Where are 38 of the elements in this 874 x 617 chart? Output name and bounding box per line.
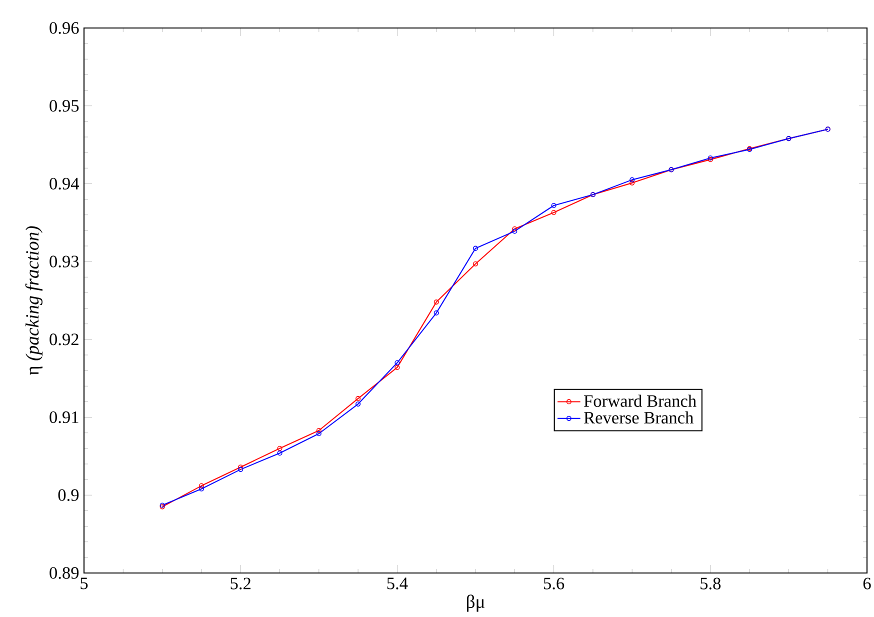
x-tick-label: 5.4: [387, 578, 408, 590]
point: [434, 300, 439, 305]
y-tick-label: 0.89: [50, 567, 79, 579]
x-tick-label: 5.8: [700, 578, 721, 590]
point: [198, 486, 204, 492]
point: [551, 210, 556, 216]
y-tick-label: 0.9: [58, 489, 79, 502]
point: [512, 228, 518, 234]
point: [551, 202, 556, 208]
x-axis-title: βμ: [466, 594, 484, 612]
y-axis-title: η (packing fraction): [25, 226, 42, 376]
point: [277, 450, 282, 456]
x-tick-label: 5: [80, 578, 88, 590]
y-tick-label: 0.94: [50, 178, 80, 190]
point: [198, 483, 204, 488]
point: [512, 226, 518, 232]
point: [472, 246, 478, 251]
y-tick-label: 0.92: [50, 334, 78, 346]
y-tick-label: 0.96: [50, 22, 79, 34]
point: [434, 310, 439, 316]
y-tick-label: 0.93: [50, 256, 79, 268]
point: [630, 177, 635, 182]
point: [356, 396, 361, 402]
point: [394, 360, 400, 366]
point: [316, 431, 322, 436]
y-tick-label: 0.95: [50, 100, 79, 112]
point: [356, 402, 361, 407]
legend-label: Reverse Branch: [584, 411, 694, 424]
point: [630, 180, 635, 186]
point: [472, 261, 478, 266]
point: [277, 446, 282, 451]
point: [316, 428, 322, 434]
y-tick-label: 0.91: [50, 411, 78, 424]
x-tick-label: 6: [863, 578, 871, 590]
legend-label: Forward Branch: [584, 394, 696, 407]
x-tick-label: 5.2: [230, 578, 250, 590]
point: [394, 364, 400, 370]
x-tick-label: 5.6: [544, 578, 564, 590]
